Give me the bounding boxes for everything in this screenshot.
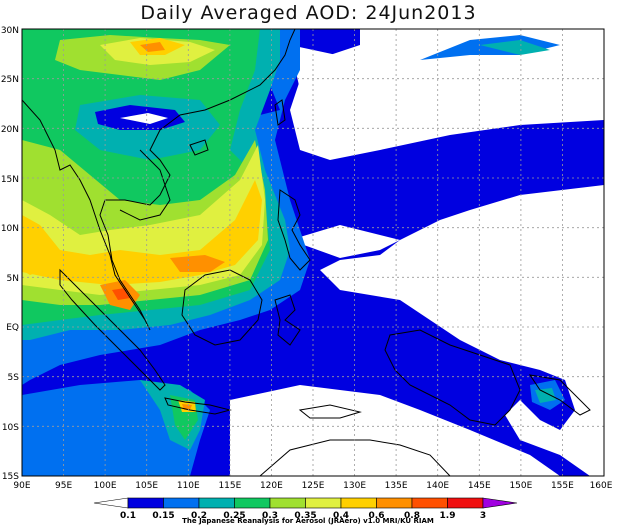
lon-label: 100E <box>94 481 117 491</box>
colorbar-level-label: 0.1 <box>120 511 136 521</box>
colorbar-box <box>411 497 448 509</box>
colorbar-level-label: 0.25 <box>223 511 245 521</box>
lat-label: 15N <box>1 175 19 185</box>
coast-laos <box>119 149 171 221</box>
colorbar-box <box>163 497 200 509</box>
colorbar-box <box>269 497 306 509</box>
lat-label: 5S <box>8 373 20 383</box>
lat-label: 10N <box>1 224 19 234</box>
map-title: Daily Averaged AOD: 24Jun2013 <box>140 2 477 24</box>
map-frame <box>21 28 605 477</box>
lon-label: 115E <box>218 481 241 491</box>
aod-patch-t3 <box>120 113 168 124</box>
colorbar-level-label: 0.8 <box>404 511 420 521</box>
lon-label: 110E <box>177 481 200 491</box>
aod-band-0-2-e <box>60 430 170 460</box>
lon-label: 145E <box>468 481 491 491</box>
aod-hole-f <box>598 78 604 110</box>
coast-borneo <box>181 269 263 346</box>
lat-label: 10S <box>2 423 19 433</box>
lon-label: 140E <box>426 481 449 491</box>
colorbar-box <box>127 497 164 509</box>
aod-band-0-8-c <box>140 42 165 52</box>
credit-text: The Japanese Reanalysis for Aerosol (JRA… <box>182 517 434 525</box>
colorbar-level-label: 0.35 <box>294 511 316 521</box>
lat-label: 15S <box>2 472 19 482</box>
coast-mainland <box>22 29 296 331</box>
aod-band-0-6-w <box>22 230 45 275</box>
coast-newguinea <box>384 329 521 426</box>
lon-label: 130E <box>343 481 366 491</box>
colorbar-box <box>376 497 413 509</box>
lat-label: 20N <box>1 125 19 135</box>
aod-band-0-25-c <box>480 40 550 55</box>
colorbar-level-label: 0.15 <box>152 511 174 521</box>
colorbar-level-label: 0.2 <box>191 511 207 521</box>
colorbar-box <box>234 497 271 509</box>
lon-label: 135E <box>385 481 408 491</box>
lat-label: 25N <box>1 75 19 85</box>
lat-label: 5N <box>7 274 19 284</box>
coast-timor <box>298 404 362 419</box>
coast-java <box>164 397 232 415</box>
colorbar-box <box>447 497 484 509</box>
colorbar-box <box>305 497 342 509</box>
colorbar-level-label: 1.9 <box>440 511 456 521</box>
colorbar-level-label: 0.6 <box>369 511 385 521</box>
colorbar-level-label: 0.4 <box>333 511 349 521</box>
lon-label: 160E <box>590 481 613 491</box>
aod-field <box>22 29 604 476</box>
gridlines <box>22 29 604 476</box>
coastlines <box>22 29 591 476</box>
lon-label: 95E <box>55 481 72 491</box>
coast-australia <box>259 439 451 476</box>
coast-hainan <box>189 139 209 156</box>
lon-label: 155E <box>551 481 574 491</box>
aod-band-0-8-b <box>170 255 225 272</box>
coast-philippines <box>277 189 311 271</box>
coast-sumatra <box>59 268 166 391</box>
colorbar <box>93 497 518 509</box>
colorbar-end-low <box>93 497 129 509</box>
lat-label: 30N <box>1 26 19 36</box>
aod-hole-a <box>290 45 580 150</box>
lon-labels: 90E 95E 100E 105E 110E 115E 120E 125E 13… <box>13 481 612 491</box>
aod-hole-c <box>420 190 604 430</box>
lat-labels: 30N 25N 20N 15N 10N 5N EQ 5S 10S 15S <box>1 26 19 482</box>
lon-label: 105E <box>135 481 158 491</box>
lon-label: 120E <box>260 481 283 491</box>
coast-taiwan <box>274 99 286 126</box>
colorbar-box <box>340 497 377 509</box>
lon-label: 150E <box>509 481 532 491</box>
colorbar-level-label: 0.3 <box>262 511 278 521</box>
colorbar-box <box>198 497 235 509</box>
lon-label: 90E <box>13 481 30 491</box>
aod-hole-b <box>290 225 400 258</box>
lon-label: 125E <box>302 481 325 491</box>
coast-sulawesi <box>274 294 301 346</box>
colorbar-labels: 0.1 0.15 0.2 0.25 0.3 0.35 0.4 0.6 0.8 1.9 3 <box>120 511 486 521</box>
aod-band-0-25-d <box>535 388 556 403</box>
lat-label: EQ <box>6 323 19 333</box>
coast-islands-e <box>528 374 591 416</box>
colorbar-end-high <box>482 497 518 509</box>
colorbar-level-label: 3 <box>480 511 486 521</box>
